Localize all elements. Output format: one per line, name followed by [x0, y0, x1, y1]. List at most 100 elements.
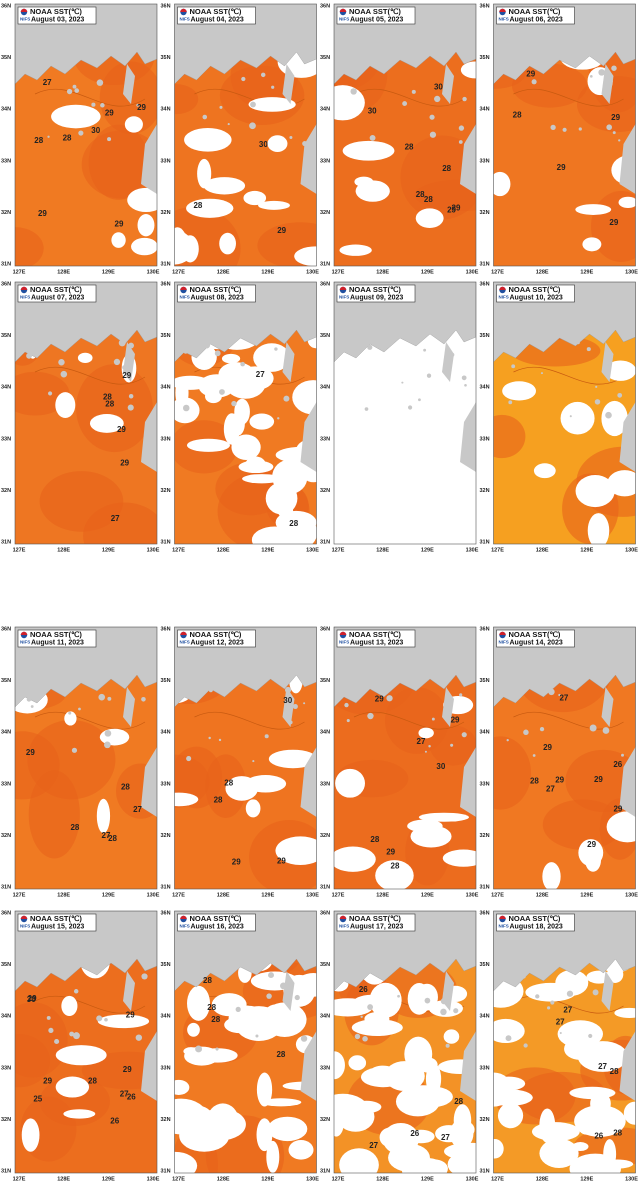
lon-label: 128E [217, 547, 230, 553]
lat-label: 31N [1, 539, 11, 545]
lat-label: 32N [320, 1117, 330, 1123]
contour-label: 30 [368, 106, 377, 115]
map-panel: 272828292929NOAA SST(℃)NIFSAugust 07, 20… [0, 281, 166, 568]
cloud [242, 474, 281, 483]
map-area: 27292828293029 [320, 627, 484, 891]
island [506, 1035, 512, 1041]
cloud [182, 235, 199, 262]
island [362, 1036, 368, 1042]
contour-label: 29 [126, 1011, 135, 1020]
lon-label: 129E [102, 547, 115, 553]
contour-label: 28 [70, 823, 79, 832]
island [429, 115, 434, 120]
contour-label: 27 [417, 737, 426, 746]
contour-label: 27 [563, 1005, 572, 1014]
agency: NIFS [499, 640, 509, 645]
cloud [339, 1148, 379, 1181]
panel-title: NOAA SST(℃) [509, 630, 561, 639]
island [453, 1008, 458, 1013]
map-area: 272829272828 [0, 627, 166, 889]
lat-label: 35N [161, 962, 171, 968]
contour-label: 28 [530, 777, 539, 786]
map-area [478, 282, 638, 548]
lat-label: 35N [161, 55, 171, 61]
cloud [278, 502, 293, 519]
contour-label: 29 [117, 425, 126, 434]
island [283, 396, 289, 402]
island [228, 123, 230, 125]
map-panel: 2829303029282828NOAA SST(℃)NIFSAugust 05… [308, 3, 512, 276]
panel-title: NOAA SST(℃) [190, 630, 242, 639]
island [73, 85, 77, 89]
island [462, 375, 467, 380]
island [78, 130, 83, 135]
cloud [343, 141, 395, 161]
panel-date: August 07, 2023 [31, 294, 84, 301]
panel-date: August 13, 2023 [350, 639, 403, 646]
panel-date: August 18, 2023 [510, 923, 563, 930]
cloud [131, 238, 158, 255]
island [78, 708, 81, 711]
island [98, 694, 105, 701]
island [219, 739, 221, 741]
contour-label: 27 [559, 694, 568, 703]
island [595, 386, 597, 388]
lat-label: 31N [320, 261, 330, 267]
contour-label: 30 [27, 995, 36, 1004]
lat-label: 35N [1, 333, 11, 339]
map-area: 302829 [148, 4, 344, 290]
agency: NIFS [20, 640, 30, 645]
panel-title: NOAA SST(℃) [190, 7, 242, 16]
island [386, 695, 392, 701]
temperature-zone [83, 502, 166, 568]
cloud [224, 1017, 255, 1033]
cloud [602, 1160, 633, 1169]
cloud [532, 1122, 580, 1141]
cloud [263, 1002, 307, 1037]
panel-date: August 12, 2023 [191, 639, 244, 646]
lon-label: 129E [421, 892, 434, 898]
lat-label: 34N [320, 1014, 330, 1020]
lon-label: 130E [306, 269, 319, 275]
cloud [168, 1080, 189, 1095]
cloud [22, 1118, 40, 1151]
island [265, 734, 269, 738]
cloud [444, 1029, 460, 1043]
cloud [443, 850, 485, 867]
map-panel: 2828292930NOAA SST(℃)NIFSAugust 12, 2023… [140, 626, 329, 898]
island [107, 137, 111, 141]
lat-label: 34N [161, 107, 171, 113]
lat-label: 31N [480, 539, 490, 545]
lat-label: 34N [480, 1014, 490, 1020]
lon-label: 129E [580, 892, 593, 898]
map-area: 262728292729292929 [470, 627, 638, 891]
island [434, 96, 440, 102]
lat-label: 34N [1, 730, 11, 736]
cloud [487, 1019, 525, 1043]
lat-label: 32N [1, 833, 11, 839]
contour-label: 29 [105, 109, 114, 118]
contour-label: 29 [451, 715, 460, 724]
island [274, 347, 277, 350]
lat-label: 36N [480, 281, 490, 287]
island [532, 79, 537, 84]
agency: NIFS [339, 17, 349, 22]
lat-label: 32N [1, 210, 11, 216]
cloud [56, 1077, 89, 1098]
island [255, 1034, 258, 1037]
island [252, 760, 254, 762]
contour-label: 26 [110, 1116, 119, 1125]
island [231, 401, 236, 406]
contour-label: 28 [391, 862, 400, 871]
lon-label: 127E [13, 1176, 26, 1182]
contour-label: 30 [283, 696, 292, 705]
lon-label: 127E [172, 892, 185, 898]
cloud [335, 769, 365, 798]
lat-label: 33N [1, 158, 11, 164]
temperature-zone [29, 770, 80, 858]
contour-label: 27 [256, 370, 265, 379]
lon-label: 130E [466, 269, 479, 275]
island [114, 359, 120, 365]
lon-label: 128E [217, 1176, 230, 1182]
